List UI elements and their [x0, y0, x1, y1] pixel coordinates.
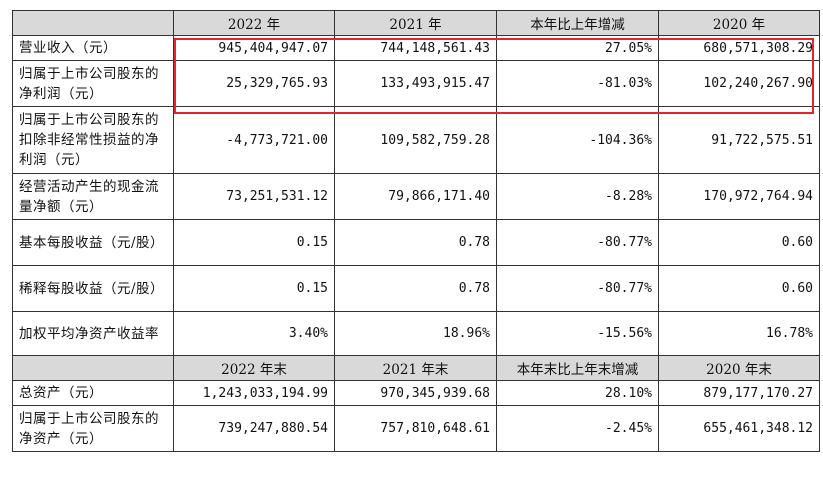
row-label: 经营活动产生的现金流量净额（元）	[12, 173, 174, 220]
row-label: 归属于上市公司股东的净利润（元）	[12, 60, 174, 107]
cell-change: -81.03%	[496, 60, 659, 107]
cell-2022: 945,404,947.07	[173, 35, 335, 61]
row-label: 加权平均净资产收益率	[12, 311, 174, 356]
cell-2022: 25,329,765.93	[173, 60, 335, 107]
cell-2021: 133,493,915.47	[334, 60, 497, 107]
cell-2021: 79,866,171.40	[334, 173, 497, 220]
cell-2021-end: 757,810,648.61	[334, 405, 497, 452]
cell-change: -80.77%	[496, 265, 659, 312]
cell-2022: -4,773,721.00	[173, 106, 335, 174]
cell-2020: 16.78%	[658, 311, 820, 356]
cell-2020: 0.60	[658, 219, 820, 266]
cell-2022: 0.15	[173, 265, 335, 312]
cell-2020: 170,972,764.94	[658, 173, 820, 220]
cell-2021: 0.78	[334, 219, 497, 266]
cell-2022: 0.15	[173, 219, 335, 266]
row-label: 归属于上市公司股东的扣除非经常性损益的净利润（元）	[12, 106, 174, 174]
header-cell-2022: 2022 年	[173, 10, 335, 36]
row-label: 归属于上市公司股东的净资产（元）	[12, 405, 174, 452]
header-cell-2021-end: 2021 年末	[334, 355, 497, 381]
cell-change-end: -2.45%	[496, 405, 659, 452]
table-row-net-assets: 归属于上市公司股东的净资产（元） 739,247,880.54 757,810,…	[12, 405, 820, 452]
cell-2022: 73,251,531.12	[173, 173, 335, 220]
row-label: 营业收入（元）	[12, 35, 174, 61]
cell-2021: 109,582,759.28	[334, 106, 497, 174]
row-label: 稀释每股收益（元/股）	[12, 265, 174, 312]
cell-change: -15.56%	[496, 311, 659, 356]
cell-change-end: 28.10%	[496, 380, 659, 406]
header-row-year-end: 2022 年末 2021 年末 本年末比上年末增减 2020 年末	[12, 355, 820, 381]
cell-2020: 102,240,267.90	[658, 60, 820, 107]
cell-2021: 0.78	[334, 265, 497, 312]
cell-2020: 680,571,308.29	[658, 35, 820, 61]
cell-change: -104.36%	[496, 106, 659, 174]
header-row-years: 2022 年 2021 年 本年比上年增减 2020 年	[12, 10, 820, 36]
cell-2020: 91,722,575.51	[658, 106, 820, 174]
cell-2020-end: 655,461,348.12	[658, 405, 820, 452]
cell-change: -80.77%	[496, 219, 659, 266]
header-cell-change-end: 本年末比上年末增减	[496, 355, 659, 381]
table-row-diluted-eps: 稀释每股收益（元/股） 0.15 0.78 -80.77% 0.60	[12, 265, 820, 312]
row-label: 总资产（元）	[12, 380, 174, 406]
table-row-net-profit: 归属于上市公司股东的净利润（元） 25,329,765.93 133,493,9…	[12, 60, 820, 107]
cell-2022-end: 739,247,880.54	[173, 405, 335, 452]
table-row-basic-eps: 基本每股收益（元/股） 0.15 0.78 -80.77% 0.60	[12, 219, 820, 266]
header-cell-change: 本年比上年增减	[496, 10, 659, 36]
cell-2021: 744,148,561.43	[334, 35, 497, 61]
row-label: 基本每股收益（元/股）	[12, 219, 174, 266]
cell-2020-end: 879,177,170.27	[658, 380, 820, 406]
table-row-operating-cash-flow: 经营活动产生的现金流量净额（元） 73,251,531.12 79,866,17…	[12, 173, 820, 220]
cell-change: -8.28%	[496, 173, 659, 220]
header-cell-blank	[12, 355, 174, 381]
header-cell-2021: 2021 年	[334, 10, 497, 36]
table-row-roe: 加权平均净资产收益率 3.40% 18.96% -15.56% 16.78%	[12, 311, 820, 356]
table-row-total-assets: 总资产（元） 1,243,033,194.99 970,345,939.68 2…	[12, 380, 820, 406]
financial-summary-table: 2022 年 2021 年 本年比上年增减 2020 年 营业收入（元） 945…	[12, 10, 820, 452]
cell-2021-end: 970,345,939.68	[334, 380, 497, 406]
header-cell-2022-end: 2022 年末	[173, 355, 335, 381]
cell-2021: 18.96%	[334, 311, 497, 356]
cell-2020: 0.60	[658, 265, 820, 312]
header-cell-2020: 2020 年	[658, 10, 820, 36]
header-cell-blank	[12, 10, 174, 36]
cell-change: 27.05%	[496, 35, 659, 61]
cell-2022: 3.40%	[173, 311, 335, 356]
header-cell-2020-end: 2020 年末	[658, 355, 820, 381]
table-row-net-profit-excl-nonrecurring: 归属于上市公司股东的扣除非经常性损益的净利润（元） -4,773,721.00 …	[12, 106, 820, 174]
cell-2022-end: 1,243,033,194.99	[173, 380, 335, 406]
table-row-revenue: 营业收入（元） 945,404,947.07 744,148,561.43 27…	[12, 35, 820, 61]
